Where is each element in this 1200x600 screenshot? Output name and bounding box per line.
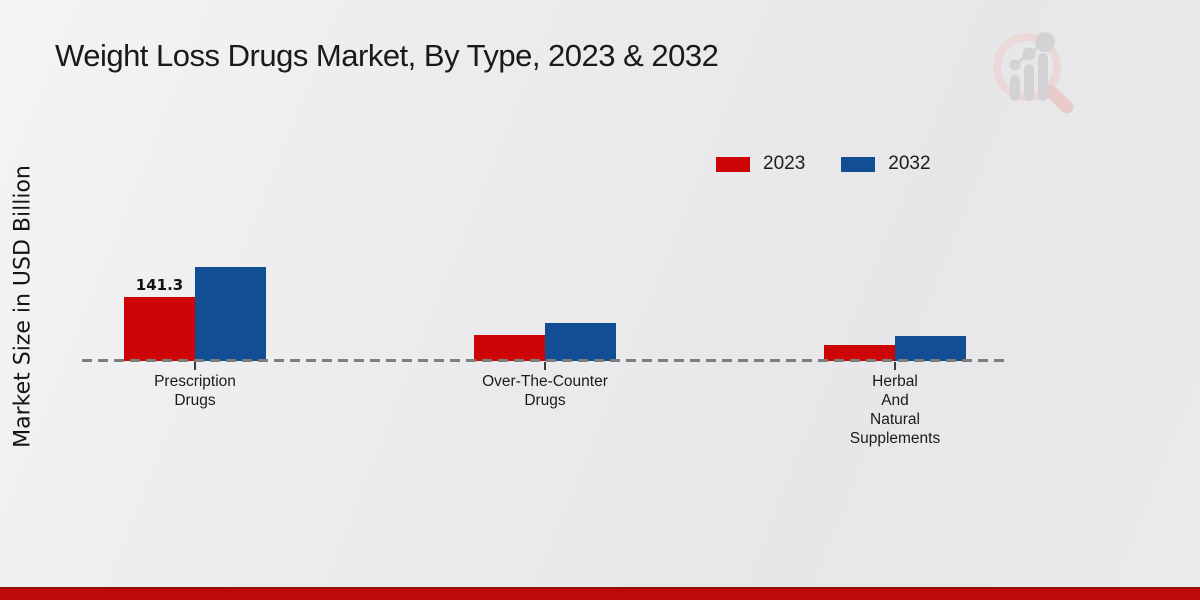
bar-2023-1	[474, 335, 545, 361]
category-label: Over-The-Counter Drugs	[482, 373, 608, 409]
bar-2032-1	[545, 323, 616, 361]
bar-value-label: 141.3	[135, 276, 184, 294]
category-label: Prescription Drugs	[154, 373, 236, 409]
footer-accent-bar	[0, 587, 1200, 600]
x-axis-tick	[544, 362, 546, 370]
legend-swatch-2032	[841, 156, 876, 172]
bar-2032-2	[895, 336, 966, 361]
legend-swatch-2023	[716, 156, 750, 172]
bar-2032-0	[195, 267, 266, 361]
market-research-logo-watermark-icon	[993, 26, 1085, 116]
chart-legend: 2023 2032	[716, 153, 931, 175]
bar-2023-0	[124, 297, 195, 361]
legend-item-2032: 2032	[841, 153, 931, 175]
legend-label-2023: 2023	[763, 153, 806, 174]
chart-title: Weight Loss Drugs Market, By Type, 2023 …	[55, 38, 719, 73]
legend-label-2032: 2032	[888, 153, 931, 174]
x-axis-tick	[194, 362, 196, 370]
dashed-baseline	[82, 359, 1007, 362]
legend-item-2023: 2023	[716, 153, 805, 175]
category-label: Herbal And Natural Supplements	[849, 373, 941, 447]
x-axis-tick	[894, 362, 896, 370]
bar-2023-2	[824, 345, 895, 361]
